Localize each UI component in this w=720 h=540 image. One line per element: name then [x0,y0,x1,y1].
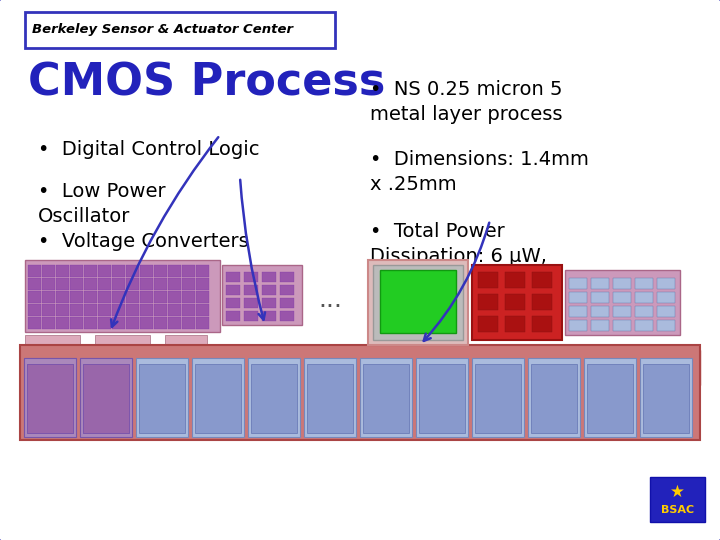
Bar [280,285,294,295]
Bar [244,311,258,321]
Bar [196,265,209,277]
Bar [126,265,139,277]
Bar [304,358,356,437]
Text: •  Digital Control Logic: • Digital Control Logic [38,140,259,159]
Bar [154,317,167,329]
Bar [139,364,185,433]
Text: CMOS Process: CMOS Process [28,62,385,105]
Bar [84,291,97,303]
Bar [168,291,181,303]
Bar [475,364,521,433]
Bar [531,364,577,433]
Bar [368,260,468,345]
Bar [244,272,258,282]
Bar [27,364,73,433]
Bar [126,304,139,316]
Bar [195,364,241,433]
Bar [635,292,653,303]
Bar [307,364,353,433]
Bar [27,364,73,433]
Bar [643,364,689,433]
Bar [363,364,409,433]
Text: ★: ★ [670,483,685,501]
Bar [591,306,609,317]
Bar [532,316,552,332]
Bar [42,304,55,316]
Bar [196,291,209,303]
Bar [640,358,692,437]
Bar [587,364,633,433]
Bar [569,306,587,317]
Text: ...: ... [318,288,342,312]
FancyBboxPatch shape [25,12,335,48]
Bar [112,291,125,303]
Bar [140,291,153,303]
Bar [222,265,302,325]
Bar [280,298,294,308]
Bar [192,358,244,437]
Bar [98,304,111,316]
Bar [28,304,41,316]
Bar [56,278,69,290]
Text: •  Voltage Converters: • Voltage Converters [38,232,248,251]
Bar [569,292,587,303]
Bar [591,278,609,289]
Bar [226,311,240,321]
Bar [84,304,97,316]
Bar [419,364,465,433]
Bar [98,278,111,290]
Bar [528,358,580,437]
Bar [140,317,153,329]
Bar [83,364,129,433]
Bar [657,292,675,303]
Bar [380,270,456,333]
Bar [24,358,76,437]
Bar [154,304,167,316]
Bar [657,278,675,289]
Bar [98,291,111,303]
Bar [140,278,153,290]
Bar [25,335,80,355]
Bar [244,298,258,308]
Text: Berkeley Sensor & Actuator Center: Berkeley Sensor & Actuator Center [32,24,293,37]
Bar [140,265,153,277]
Bar [569,320,587,331]
Bar [154,291,167,303]
Bar [182,317,195,329]
Bar [42,291,55,303]
Bar [565,270,680,335]
Bar [42,317,55,329]
Bar [140,304,153,316]
Bar [168,304,181,316]
Bar [226,285,240,295]
Bar [154,278,167,290]
Bar [126,291,139,303]
Bar [168,265,181,277]
Bar [226,298,240,308]
Bar [591,292,609,303]
Bar [95,335,150,355]
Bar [28,291,41,303]
Bar [505,316,525,332]
Bar [196,304,209,316]
Bar [196,317,209,329]
Bar [591,320,609,331]
Bar [248,358,300,437]
Bar [112,317,125,329]
Bar [569,278,587,289]
Bar [635,320,653,331]
Text: •  NS 0.25 micron 5
metal layer process: • NS 0.25 micron 5 metal layer process [370,80,562,124]
Bar [613,306,631,317]
Bar [136,358,188,437]
Bar [532,294,552,310]
Bar [635,278,653,289]
Bar [657,320,675,331]
Bar [165,335,207,355]
Bar [657,306,675,317]
Bar [182,278,195,290]
Bar [112,278,125,290]
Bar [168,278,181,290]
Bar [126,317,139,329]
Text: BSAC: BSAC [661,505,694,515]
